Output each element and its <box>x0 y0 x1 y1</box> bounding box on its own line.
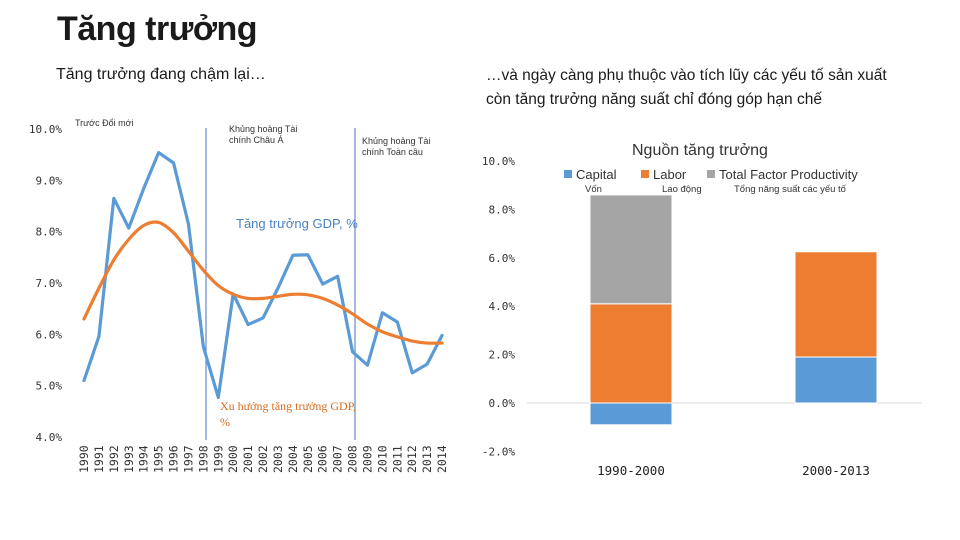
trend-series-label: Xu hướng tăng trưởng GDP, % <box>220 399 356 429</box>
legend: Capital Vốn Labor Lao động Total Factor … <box>564 167 858 195</box>
left-y-tick-label: 8.0% <box>36 226 63 239</box>
right-chart-title: Nguồn tăng trưởng <box>632 142 768 159</box>
right-y-tick-label: 10.0% <box>482 155 515 168</box>
left-y-tick-label: 5.0% <box>36 380 63 393</box>
year-tick-label: 2007 <box>331 445 345 473</box>
year-tick-label: 1997 <box>181 445 195 473</box>
year-tick-label: 2010 <box>375 445 389 473</box>
year-tick-label: 1990 <box>77 445 91 473</box>
year-tick-label: 1993 <box>122 445 136 473</box>
right-y-tick-label: -2.0% <box>482 445 515 458</box>
right-y-axis-labels: 10.0% 8.0% 6.0% 4.0% 2.0% 0.0% -2.0% <box>482 155 515 458</box>
year-tick-label: 1996 <box>167 445 181 473</box>
left-y-tick-label: 9.0% <box>36 174 63 187</box>
legend-labor-sublabel: Lao động <box>662 184 702 195</box>
left-y-tick-label: 6.0% <box>36 328 63 341</box>
bar-tfp-1990-2000 <box>589 194 673 305</box>
year-tick-label: 2004 <box>286 445 300 473</box>
year-tick-label: 2013 <box>420 445 434 473</box>
bar-capital-1990-2000 <box>589 402 673 426</box>
left-y-tick-label: 10.0% <box>29 123 62 136</box>
year-tick-label: 2014 <box>435 445 449 473</box>
year-tick-label: 2006 <box>316 445 330 473</box>
year-tick-label: 2000 <box>226 445 240 473</box>
bar-labor-2000-2013 <box>794 251 878 358</box>
year-tick-label: 2011 <box>390 445 404 473</box>
bar-capital-2000-2013 <box>794 356 878 404</box>
year-tick-label: 1992 <box>107 445 121 473</box>
year-tick-label: 1994 <box>137 445 151 473</box>
page-title: Tăng trưởng <box>57 10 258 48</box>
legend-tfp-swatch <box>707 170 715 178</box>
legend-labor-label: Labor <box>653 167 687 182</box>
year-tick-label: 2008 <box>346 445 360 473</box>
gdp-growth-line <box>82 151 444 400</box>
left-y-tick-label: 7.0% <box>36 277 63 290</box>
legend-tfp-sublabel: Tổng năng suất các yếu tố <box>734 184 847 195</box>
gdp-trend-line <box>82 220 444 345</box>
bar-labor-1990-2000 <box>589 303 673 404</box>
annotation-global-crisis: Khủng hoảng Tài chính Toàn cầu <box>362 136 430 157</box>
annotation-asian-crisis: Khủng hoảng Tài chính Châu Á <box>229 124 297 145</box>
annotation-pre-doi-moi: Trước Đổi mới <box>75 118 134 128</box>
legend-capital-sublabel: Vốn <box>585 184 602 195</box>
right-y-tick-label: 4.0% <box>489 300 516 313</box>
year-tick-label: 1998 <box>196 445 210 473</box>
year-tick-label: 2002 <box>256 445 270 473</box>
stacked-bars <box>589 194 878 426</box>
year-tick-label: 2001 <box>241 445 255 473</box>
year-tick-label: 1999 <box>211 445 225 473</box>
year-tick-label: 2003 <box>271 445 285 473</box>
left-subtitle: Tăng trưởng đang chậm lại… <box>56 66 266 83</box>
category-label-2000-2013: 2000-2013 <box>802 463 870 478</box>
year-tick-label: 1991 <box>92 445 106 473</box>
year-tick-label: 2009 <box>360 445 374 473</box>
legend-labor-swatch <box>641 170 649 178</box>
left-x-axis-labels: 1990 1991 1992 1993 1994 1995 1996 1997 1998 1999… <box>77 445 449 473</box>
right-y-tick-label: 6.0% <box>489 252 516 265</box>
line-series <box>82 151 444 400</box>
category-label-1990-2000: 1990-2000 <box>597 463 665 478</box>
right-y-tick-label: 2.0% <box>489 349 516 362</box>
right-subtitle: …và ngày càng phụ thuộc vào tích lũy các… <box>486 67 887 108</box>
left-y-axis-labels: 10.0% 9.0% 8.0% 7.0% 6.0% 5.0% 4.0% <box>29 123 62 444</box>
right-y-tick-label: 8.0% <box>489 203 516 216</box>
legend-tfp-label: Total Factor Productivity <box>719 167 858 182</box>
growth-sources-chart: Nguồn tăng trưởng Capital Vốn Labor Lao … <box>482 142 922 478</box>
year-tick-label: 1995 <box>152 445 166 473</box>
year-tick-label: 2012 <box>405 445 419 473</box>
gdp-series-label: Tăng trưởng GDP, % <box>236 216 358 231</box>
legend-capital-swatch <box>564 170 572 178</box>
gdp-line-chart: 10.0%9.0%8.0%7.0%6.0%5.0%4.0% 1990 1991 19… <box>29 118 449 473</box>
year-tick-label: 2005 <box>301 445 315 473</box>
right-y-tick-label: 0.0% <box>489 397 516 410</box>
left-y-tick-label: 4.0% <box>36 431 63 444</box>
legend-capital-label: Capital <box>576 167 617 182</box>
